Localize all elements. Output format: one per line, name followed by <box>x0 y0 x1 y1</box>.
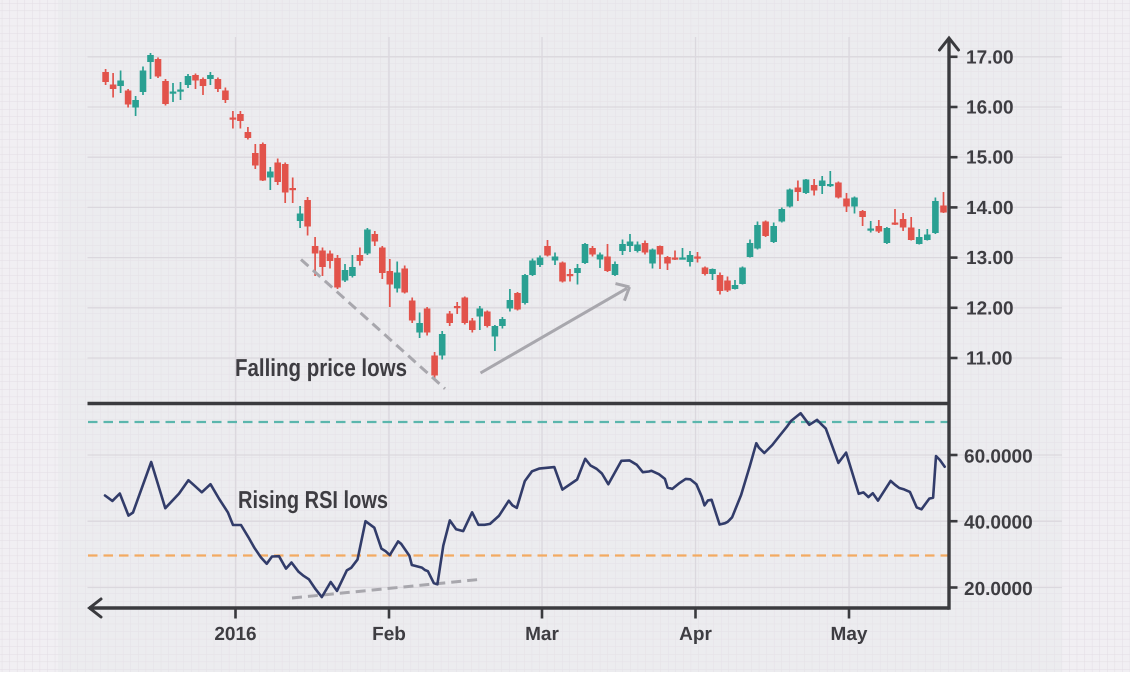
svg-text:12.00: 12.00 <box>966 298 1014 319</box>
svg-text:Feb: Feb <box>372 624 406 645</box>
svg-text:2016: 2016 <box>214 624 256 645</box>
svg-text:14.00: 14.00 <box>966 198 1014 219</box>
svg-text:11.00: 11.00 <box>966 349 1013 370</box>
svg-text:Mar: Mar <box>525 624 559 645</box>
svg-text:20.0000: 20.0000 <box>964 579 1033 600</box>
svg-text:15.00: 15.00 <box>966 148 1014 169</box>
svg-text:60.0000: 60.0000 <box>964 447 1033 468</box>
svg-text:May: May <box>831 624 868 645</box>
svg-text:40.0000: 40.0000 <box>964 513 1033 534</box>
svg-text:Apr: Apr <box>679 624 712 645</box>
svg-text:Falling price lows: Falling price lows <box>235 355 407 382</box>
svg-text:17.00: 17.00 <box>966 47 1014 68</box>
svg-text:Rising RSI lows: Rising RSI lows <box>238 487 388 514</box>
svg-text:16.00: 16.00 <box>966 98 1014 119</box>
svg-text:13.00: 13.00 <box>966 248 1014 269</box>
